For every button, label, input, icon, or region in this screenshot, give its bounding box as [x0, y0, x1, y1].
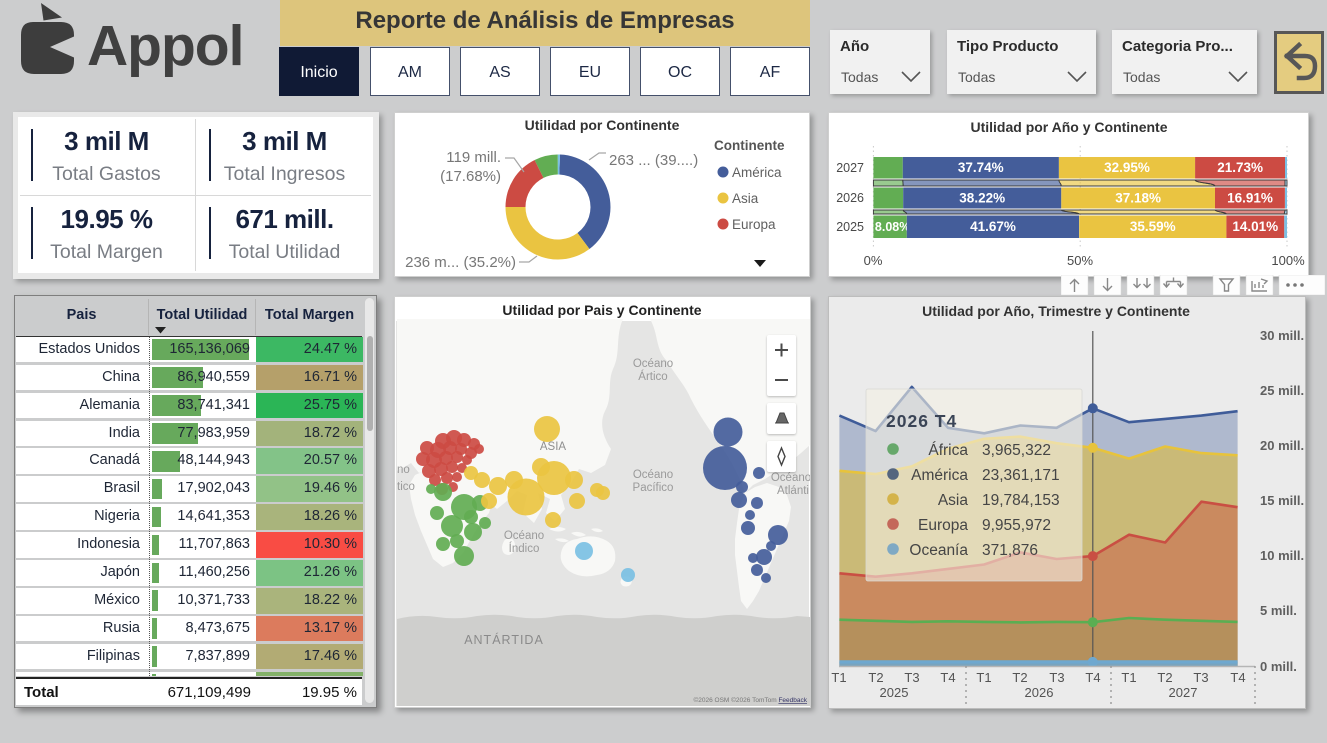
svg-text:T4: T4 — [1085, 670, 1100, 685]
svg-text:T2: T2 — [1157, 670, 1172, 685]
svg-text:3,965,322: 3,965,322 — [982, 442, 1051, 459]
svg-text:ANTÁRTIDA: ANTÁRTIDA — [464, 632, 544, 647]
svg-text:no: no — [397, 464, 410, 476]
svg-text:5 mill.: 5 mill. — [1260, 603, 1297, 618]
svg-text:Utilidad por Año, Trimestre y: Utilidad por Año, Trimestre y Continente — [922, 303, 1190, 319]
svg-text:38.22%: 38.22% — [959, 191, 1005, 206]
svg-text:0 mill.: 0 mill. — [1260, 659, 1297, 674]
svg-text:2027: 2027 — [836, 161, 864, 175]
svg-text:África: África — [928, 442, 968, 459]
svg-text:32.95%: 32.95% — [1104, 160, 1150, 175]
svg-text:tico: tico — [397, 481, 415, 493]
svg-text:Europa: Europa — [918, 517, 968, 534]
svg-text:Asia: Asia — [938, 492, 969, 509]
svg-text:2025: 2025 — [880, 685, 909, 700]
svg-text:Utilidad por Año y Continente: Utilidad por Año y Continente — [970, 119, 1167, 135]
svg-text:Oceanía: Oceanía — [909, 542, 968, 559]
svg-text:Océano: Océano — [633, 469, 673, 481]
svg-text:T1: T1 — [976, 670, 991, 685]
svg-text:263 ... (39....): 263 ... (39....) — [609, 152, 698, 169]
svg-text:(17.68%): (17.68%) — [440, 168, 501, 185]
svg-text:100%: 100% — [1271, 253, 1305, 268]
svg-text:2026: 2026 — [1025, 685, 1054, 700]
svg-text:Asia: Asia — [732, 191, 759, 206]
svg-text:T2: T2 — [868, 670, 883, 685]
svg-text:Atlánti: Atlánti — [777, 485, 809, 497]
svg-text:35.59%: 35.59% — [1130, 219, 1176, 234]
svg-text:23,361,171: 23,361,171 — [982, 467, 1060, 484]
svg-text:Europa: Europa — [732, 217, 776, 232]
svg-text:T4: T4 — [1230, 670, 1245, 685]
svg-text:Utilidad por Pais y Continente: Utilidad por Pais y Continente — [502, 302, 701, 318]
svg-text:2026: 2026 — [836, 191, 864, 205]
svg-text:Océano: Océano — [771, 472, 810, 484]
svg-text:0%: 0% — [864, 253, 883, 268]
svg-text:Ártico: Ártico — [638, 370, 667, 383]
svg-text:T1: T1 — [1121, 670, 1136, 685]
svg-text:50%: 50% — [1067, 253, 1093, 268]
svg-text:10 mill.: 10 mill. — [1260, 548, 1304, 563]
svg-text:Continente: Continente — [714, 138, 785, 153]
svg-text:37.18%: 37.18% — [1115, 191, 1161, 206]
svg-text:T2: T2 — [1012, 670, 1027, 685]
svg-text:América: América — [911, 467, 968, 484]
svg-text:30 mill.: 30 mill. — [1260, 328, 1304, 343]
svg-text:T1: T1 — [831, 670, 846, 685]
svg-text:Océano: Océano — [504, 530, 544, 542]
svg-text:T3: T3 — [1193, 670, 1208, 685]
svg-text:Appol: Appol — [87, 14, 243, 78]
svg-text:Pacífico: Pacífico — [633, 482, 674, 494]
svg-text:41.67%: 41.67% — [970, 219, 1016, 234]
svg-text:8.08%: 8.08% — [875, 220, 910, 234]
svg-text:25 mill.: 25 mill. — [1260, 383, 1304, 398]
svg-text:2026 T4: 2026 T4 — [886, 411, 957, 431]
svg-text:16.91%: 16.91% — [1227, 191, 1273, 206]
svg-text:T4: T4 — [940, 670, 955, 685]
svg-text:371,876: 371,876 — [982, 542, 1038, 559]
svg-text:21.73%: 21.73% — [1217, 160, 1263, 175]
svg-text:América: América — [732, 165, 782, 180]
svg-text:9,955,972: 9,955,972 — [982, 517, 1051, 534]
svg-text:Índico: Índico — [509, 542, 540, 555]
svg-text:20 mill.: 20 mill. — [1260, 438, 1304, 453]
svg-text:14.01%: 14.01% — [1232, 219, 1278, 234]
svg-text:ASIA: ASIA — [540, 441, 567, 453]
svg-text:19,784,153: 19,784,153 — [982, 492, 1060, 509]
svg-text:236 m... (35.2%): 236 m... (35.2%) — [405, 254, 516, 271]
svg-text:Utilidad por Continente: Utilidad por Continente — [525, 117, 680, 133]
svg-text:©2026 OSM ©2026 TomTom Feedb: ©2026 OSM ©2026 TomTom Feedback — [693, 696, 807, 704]
svg-text:T3: T3 — [1049, 670, 1064, 685]
svg-text:119 mill.: 119 mill. — [446, 149, 501, 166]
svg-text:2025: 2025 — [836, 220, 864, 234]
svg-text:2027: 2027 — [1169, 685, 1198, 700]
svg-text:Océano: Océano — [633, 358, 673, 370]
svg-text:15 mill.: 15 mill. — [1260, 493, 1304, 508]
svg-text:37.74%: 37.74% — [958, 160, 1004, 175]
svg-text:T3: T3 — [904, 670, 919, 685]
